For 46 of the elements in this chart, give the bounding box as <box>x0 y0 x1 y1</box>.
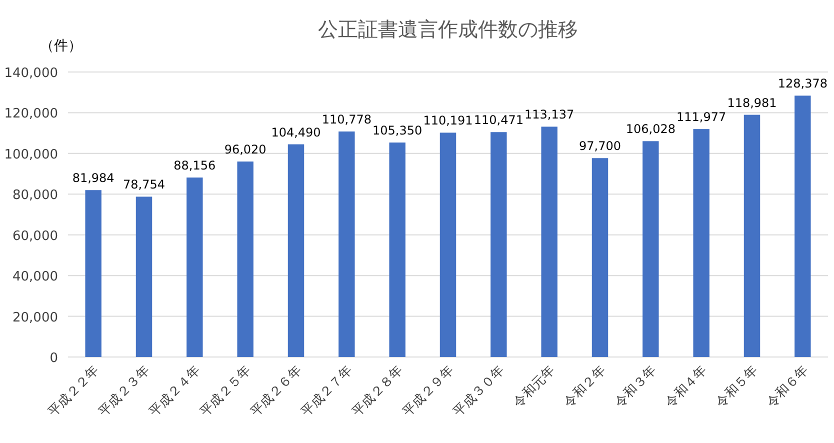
data-label: 113,137 <box>524 108 574 122</box>
data-label: 111,977 <box>676 110 726 124</box>
bar <box>541 126 558 357</box>
bar <box>592 158 608 357</box>
bar <box>338 131 355 357</box>
y-tick-label: 140,000 <box>4 66 58 81</box>
data-label: 104,490 <box>271 125 321 140</box>
bar <box>794 96 811 357</box>
data-label: 118,981 <box>727 96 777 110</box>
data-label: 81,984 <box>72 171 114 186</box>
bar <box>744 114 760 357</box>
bar <box>186 178 203 357</box>
bar <box>693 129 710 357</box>
bar <box>237 162 254 357</box>
bar <box>490 132 507 357</box>
y-tick-label: 60,000 <box>12 228 58 244</box>
y-tick-label: 80,000 <box>12 188 58 204</box>
x-tick-label: 令和６年 <box>764 363 812 411</box>
bar <box>136 196 152 357</box>
y-tick-label: 100,000 <box>4 147 58 162</box>
data-label: 88,156 <box>174 158 216 173</box>
data-label: 106,028 <box>626 122 676 136</box>
bar <box>642 141 659 357</box>
y-tick-label: 0 <box>50 351 58 366</box>
y-tick-label: 120,000 <box>4 106 58 122</box>
data-label: 78,754 <box>123 178 165 192</box>
x-tick-label: 令和２年 <box>561 363 609 411</box>
chart-title: 公正証書遺言作成件数の推移 <box>318 17 578 41</box>
data-label: 96,020 <box>224 142 266 157</box>
y-axis-title: （件） <box>40 38 82 54</box>
data-label: 97,700 <box>579 139 621 154</box>
x-tick-label: 令和３年 <box>612 363 660 411</box>
data-label: 110,471 <box>474 113 524 128</box>
y-tick-label: 40,000 <box>12 270 58 285</box>
x-tick-label: 令和元年 <box>510 363 558 411</box>
bar <box>440 132 456 357</box>
data-label: 110,778 <box>322 112 372 126</box>
x-tick-label: 令和４年 <box>662 363 710 411</box>
data-label: 105,350 <box>372 124 422 138</box>
bar <box>85 190 102 357</box>
bar <box>389 142 406 357</box>
x-tick-label: 令和５年 <box>713 363 761 411</box>
data-label: 128,378 <box>778 76 828 91</box>
data-label: 110,191 <box>423 114 473 128</box>
bar <box>288 144 304 357</box>
y-tick-label: 20,000 <box>12 310 58 326</box>
